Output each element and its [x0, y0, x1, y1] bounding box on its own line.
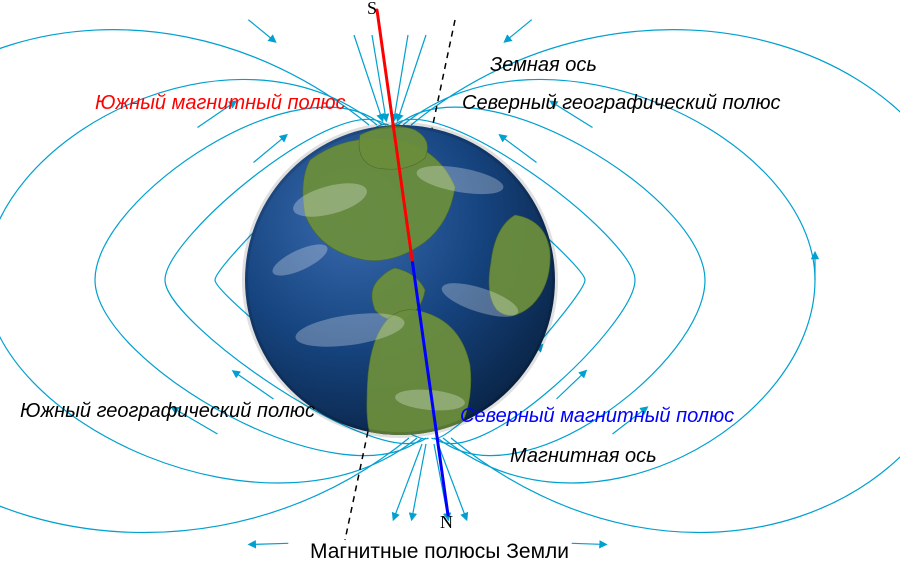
label-earth-axis: Земная ось — [490, 54, 597, 77]
geographic-axis-top — [432, 20, 455, 128]
label-south-magnetic-pole: Южный магнитный полюс — [95, 92, 346, 115]
pole-letter-s: S — [367, 0, 377, 19]
geographic-axis-bottom — [345, 432, 368, 540]
label-magnetic-axis: Магнитная ось — [510, 445, 657, 468]
diagram-container: S N Южный магнитный полюс Земная ось Сев… — [0, 0, 900, 572]
label-north-geographic-pole: Северный географический полюс — [462, 92, 781, 115]
label-south-geographic-pole: Южный географический полюс — [20, 400, 315, 423]
diagram-svg — [0, 0, 900, 572]
pole-letter-n: N — [440, 512, 453, 533]
caption: Магнитные полюсы Земли — [310, 540, 569, 564]
label-north-magnetic-pole: Северный магнитный полюс — [460, 405, 734, 428]
